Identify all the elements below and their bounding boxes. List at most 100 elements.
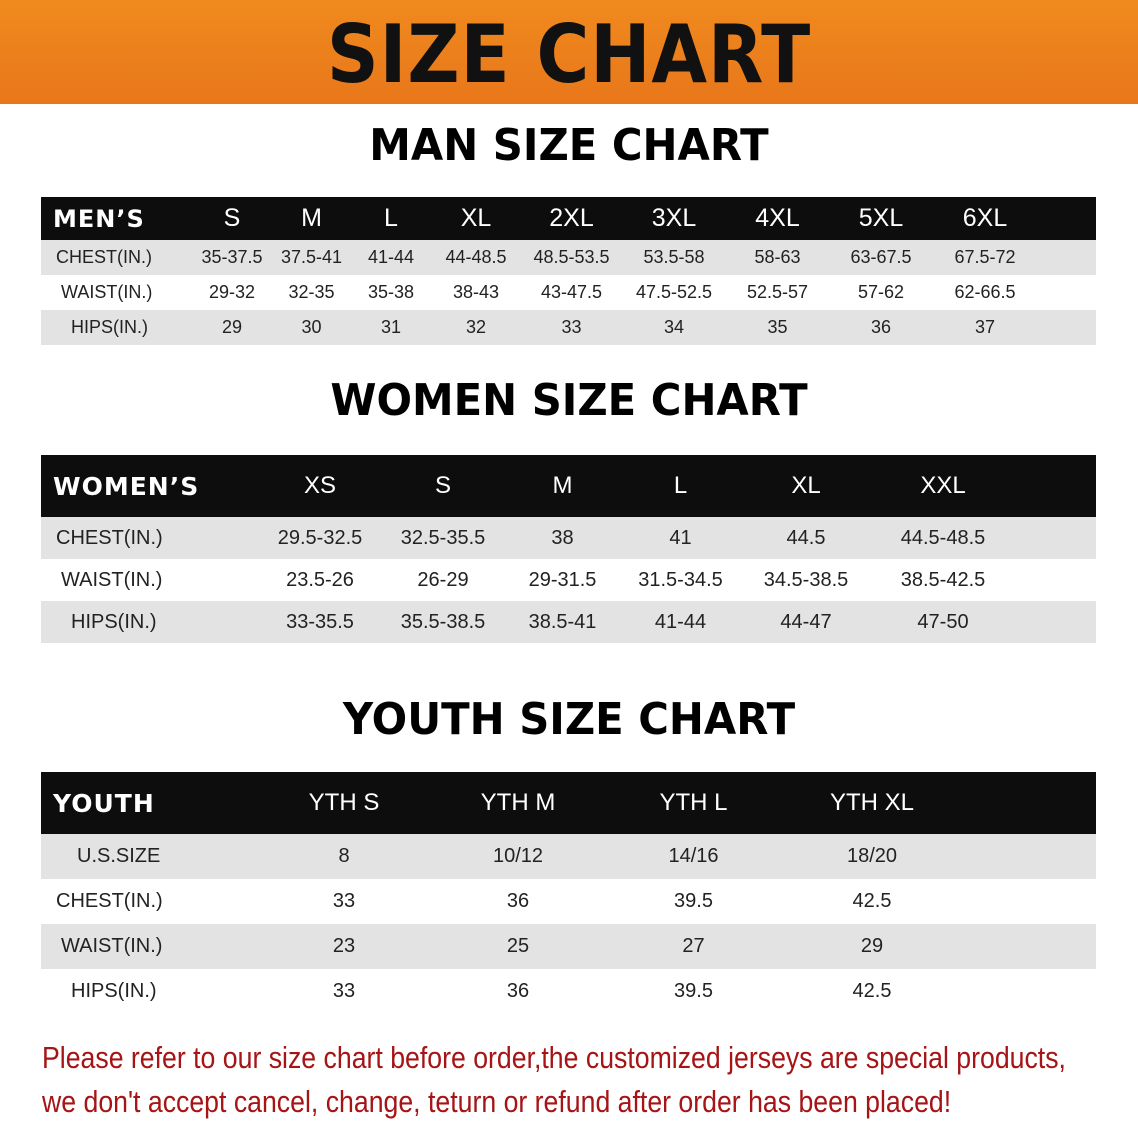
measurement-cell: 36 xyxy=(506,980,530,1002)
measurement-cell: 44.5-48.5 xyxy=(900,526,986,549)
table-row: WAIST(IN.) 29-32 32-35 35-38 38-43 43-47.5 47.… xyxy=(41,275,1096,310)
size-header-cell: YTH XL xyxy=(829,789,915,816)
size-header-cell: S xyxy=(223,204,241,232)
measurement-cell: 62-66.5 xyxy=(954,282,1016,302)
measurement-cell: 23 xyxy=(332,935,356,957)
row-label: HIPS(IN.) xyxy=(71,317,149,337)
size-header-cell: M xyxy=(552,472,573,499)
table-row: CHEST(IN.) 29.5-32.5 32.5-35.5 38 41 44.5 44.5… xyxy=(41,517,1096,559)
size-header-cell: XXL xyxy=(920,472,966,499)
size-table: MEN’S S M L XL 2XL 3XL 4XL 5XL 6XL CHEST(IN.) 35-37… xyxy=(41,197,1096,345)
order-notice: Please refer to our size chart before or… xyxy=(42,1036,1066,1124)
measurement-cell: 29.5-32.5 xyxy=(277,526,363,549)
measurement-cell: 32.5-35.5 xyxy=(400,526,486,549)
measurement-cell: 38 xyxy=(551,526,574,549)
row-label: WAIST(IN.) xyxy=(61,935,163,957)
measurement-cell: 42.5 xyxy=(852,980,892,1002)
notice-line-2: we don't accept cancel, change, teturn o… xyxy=(42,1084,952,1119)
measurement-cell: 33 xyxy=(561,317,582,337)
measurement-cell: 33-35.5 xyxy=(286,610,354,633)
measurement-cell: 48.5-53.5 xyxy=(533,247,610,267)
size-header-cell: L xyxy=(384,204,398,232)
size-header-cell: L xyxy=(673,472,688,499)
measurement-cell: 42.5 xyxy=(852,890,892,912)
table-header-row: YOUTH YTH S YTH M YTH L YTH XL xyxy=(41,772,1096,834)
row-label: HIPS(IN.) xyxy=(71,610,157,633)
size-header-cell: 4XL xyxy=(755,204,800,232)
size-header-cell: XL xyxy=(460,204,492,232)
measurement-cell: 25 xyxy=(506,935,530,957)
measurement-cell: 10/12 xyxy=(492,845,544,867)
size-header-cell: S xyxy=(434,472,451,499)
measurement-cell: 58-63 xyxy=(754,247,801,267)
table-header-label: MEN’S xyxy=(53,204,145,233)
row-label: WAIST(IN.) xyxy=(61,568,163,591)
measurement-cell: 26-29 xyxy=(417,568,469,591)
measurement-cell: 38-43 xyxy=(452,282,500,302)
table-row: CHEST(IN.) 35-37.5 37.5-41 41-44 44-48.5 48.5… xyxy=(41,240,1096,275)
measurement-cell: 38.5-41 xyxy=(528,610,597,633)
measurement-cell: 36 xyxy=(506,890,530,912)
section-title: YOUTH SIZE CHART xyxy=(342,694,796,745)
size-header-cell: 2XL xyxy=(549,204,594,232)
section-title: MAN SIZE CHART xyxy=(369,120,769,171)
measurement-cell: 33 xyxy=(332,890,356,912)
measurement-cell: 31.5-34.5 xyxy=(638,568,723,591)
size-table: WOMEN’S XS S M L XL XXL CHEST(IN.) 29.5-32.5 32.5… xyxy=(41,455,1096,643)
size-header-cell: YTH L xyxy=(659,789,728,816)
size-header-cell: 6XL xyxy=(962,204,1008,232)
row-label: U.S.SIZE xyxy=(77,845,161,867)
size-header-cell: YTH M xyxy=(480,789,556,816)
table-row: HIPS(IN.) 33-35.5 35.5-38.5 38.5-41 41-44 44-… xyxy=(41,601,1096,643)
measurement-cell: 67.5-72 xyxy=(954,247,1016,267)
measurement-cell: 36 xyxy=(870,317,892,337)
row-label: HIPS(IN.) xyxy=(71,980,157,1002)
row-label: WAIST(IN.) xyxy=(61,282,153,302)
measurement-cell: 44-48.5 xyxy=(445,247,507,267)
size-table: YOUTH YTH S YTH M YTH L YTH XL U.S.SIZE 8 10/12… xyxy=(41,772,1096,1014)
measurement-cell: 14/16 xyxy=(668,845,719,867)
size-header-cell: YTH S xyxy=(308,789,380,816)
section-title: WOMEN SIZE CHART xyxy=(330,375,808,426)
row-label: CHEST(IN.) xyxy=(56,890,163,912)
table-row: WAIST(IN.) 23 25 27 29 xyxy=(41,924,1096,969)
measurement-cell: 29-32 xyxy=(208,282,256,302)
measurement-cell: 23.5-26 xyxy=(286,568,354,591)
measurement-cell: 44-47 xyxy=(780,610,832,633)
size-chart-banner: SIZE CHART xyxy=(0,0,1138,104)
measurement-cell: 32-35 xyxy=(288,282,335,302)
measurement-cell: 44.5 xyxy=(786,526,826,549)
row-label: CHEST(IN.) xyxy=(56,526,163,549)
measurement-cell: 31 xyxy=(380,317,402,337)
measurement-cell: 18/20 xyxy=(846,845,898,867)
size-header-cell: XS xyxy=(303,472,336,499)
table-header-label: WOMEN’S xyxy=(53,471,200,501)
measurement-cell: 32 xyxy=(465,317,487,337)
size-header-cell: 3XL xyxy=(651,204,697,232)
measurement-cell: 47.5-52.5 xyxy=(635,282,713,302)
table-row: U.S.SIZE 8 10/12 14/16 18/20 xyxy=(41,834,1096,879)
measurement-cell: 34 xyxy=(663,317,685,337)
measurement-cell: 47-50 xyxy=(917,610,969,633)
measurement-cell: 33 xyxy=(332,980,356,1002)
measurement-cell: 34.5-38.5 xyxy=(763,568,849,591)
measurement-cell: 41-44 xyxy=(654,610,707,633)
measurement-cell: 39.5 xyxy=(674,890,713,912)
measurement-cell: 30 xyxy=(301,317,322,337)
table-row: HIPS(IN.) 33 36 39.5 42.5 xyxy=(41,969,1096,1014)
measurement-cell: 38.5-42.5 xyxy=(900,568,986,591)
measurement-cell: 39.5 xyxy=(674,980,713,1002)
table-header-label: YOUTH xyxy=(53,788,155,818)
size-header-cell: XL xyxy=(791,472,821,499)
table-row: CHEST(IN.) 33 36 39.5 42.5 xyxy=(41,879,1096,924)
measurement-cell: 35-37.5 xyxy=(201,247,263,267)
measurement-cell: 29 xyxy=(221,317,243,337)
measurement-cell: 29-31.5 xyxy=(528,568,597,591)
size-header-cell: 5XL xyxy=(858,204,904,232)
measurement-cell: 53.5-58 xyxy=(643,247,705,267)
measurement-cell: 27 xyxy=(682,935,705,957)
measurement-cell: 35 xyxy=(767,317,788,337)
measurement-cell: 35.5-38.5 xyxy=(400,610,486,633)
measurement-cell: 43-47.5 xyxy=(540,282,603,302)
notice-line-1: Please refer to our size chart before or… xyxy=(42,1040,1066,1075)
